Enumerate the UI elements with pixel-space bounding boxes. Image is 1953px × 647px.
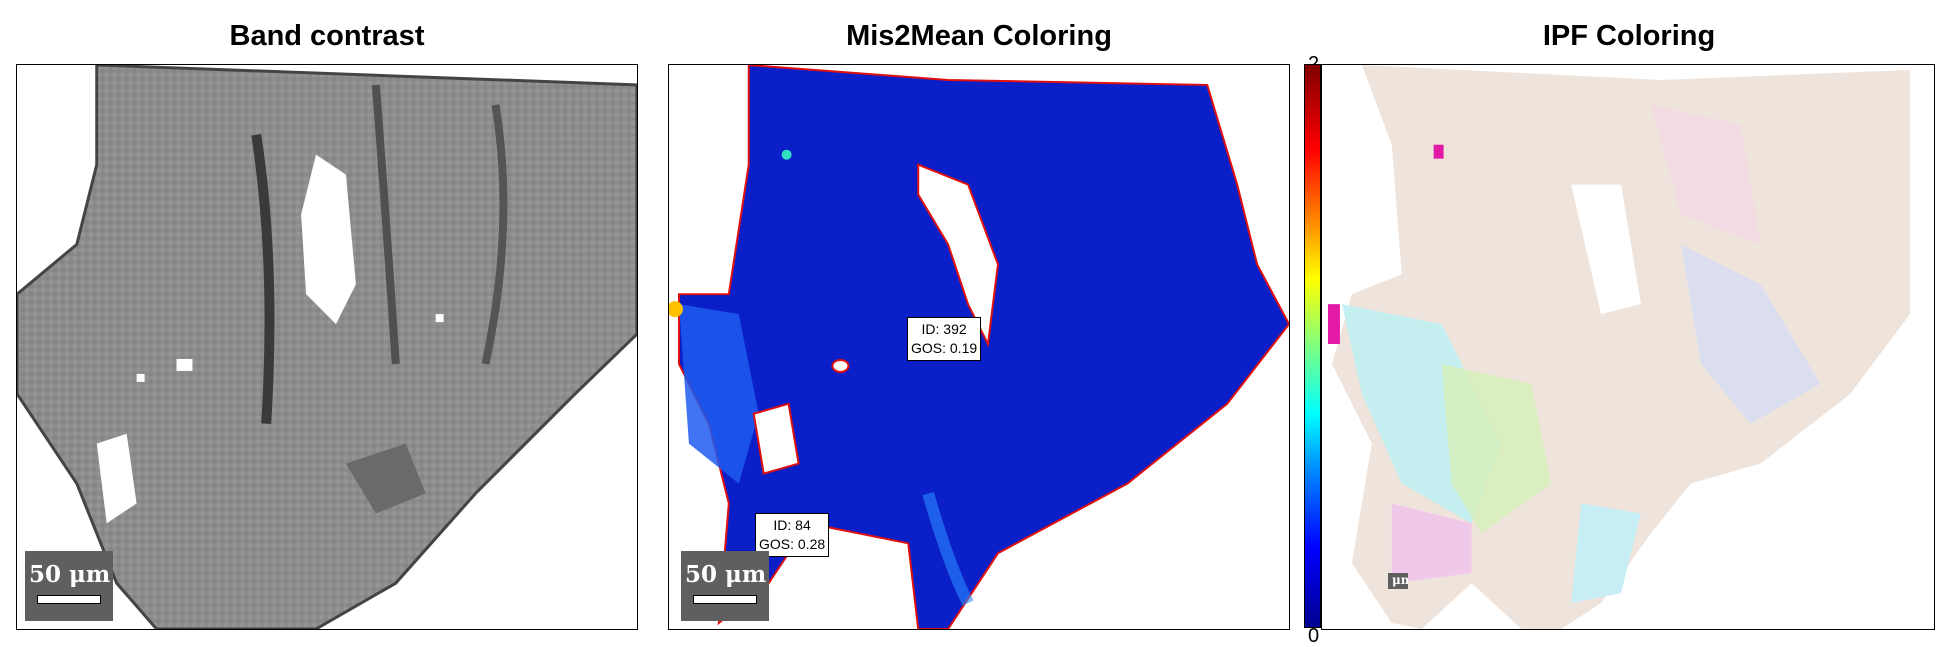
- scale-bar-label: 50 μm: [685, 561, 767, 588]
- grain-label-392: ID: 392 GOS: 0.19: [907, 317, 982, 361]
- ipf-title: IPF Coloring: [1542, 20, 1716, 52]
- colorbar-max-label: 2: [1308, 53, 1320, 64]
- scale-bar-line: [37, 595, 101, 604]
- scale-bar-line: [693, 595, 757, 604]
- band-contrast-image: [17, 65, 637, 629]
- scale-bar: μm: [1388, 573, 1408, 589]
- grain-id: ID: 392: [921, 321, 967, 337]
- grain-gos: GOS: 0.28: [759, 536, 826, 552]
- grain-id: ID: 84: [773, 517, 811, 533]
- mis2mean-image: [669, 65, 1289, 629]
- scale-bar-label: μm: [1392, 573, 1408, 587]
- scale-bar: 50 μm: [25, 551, 113, 621]
- mis2mean-title: Mis2Mean Coloring: [846, 20, 1112, 52]
- mis2mean-map: ID: 392 GOS: 0.19 ID: 84 GOS: 0.28 50 μm: [668, 64, 1290, 630]
- grain-label-84: ID: 84 GOS: 0.28: [755, 513, 830, 557]
- ipf-image: [1327, 65, 1911, 629]
- scale-bar: 50 μm: [681, 551, 769, 621]
- colorbar: [1304, 64, 1321, 628]
- ipf-map: μm: [1321, 64, 1935, 630]
- colorbar-min-label: 0: [1308, 625, 1320, 647]
- scale-bar-label: 50 μm: [29, 561, 111, 588]
- band-contrast-title: Band contrast: [229, 20, 425, 52]
- grain-gos: GOS: 0.19: [911, 340, 978, 356]
- band-contrast-map: 50 μm: [16, 64, 638, 630]
